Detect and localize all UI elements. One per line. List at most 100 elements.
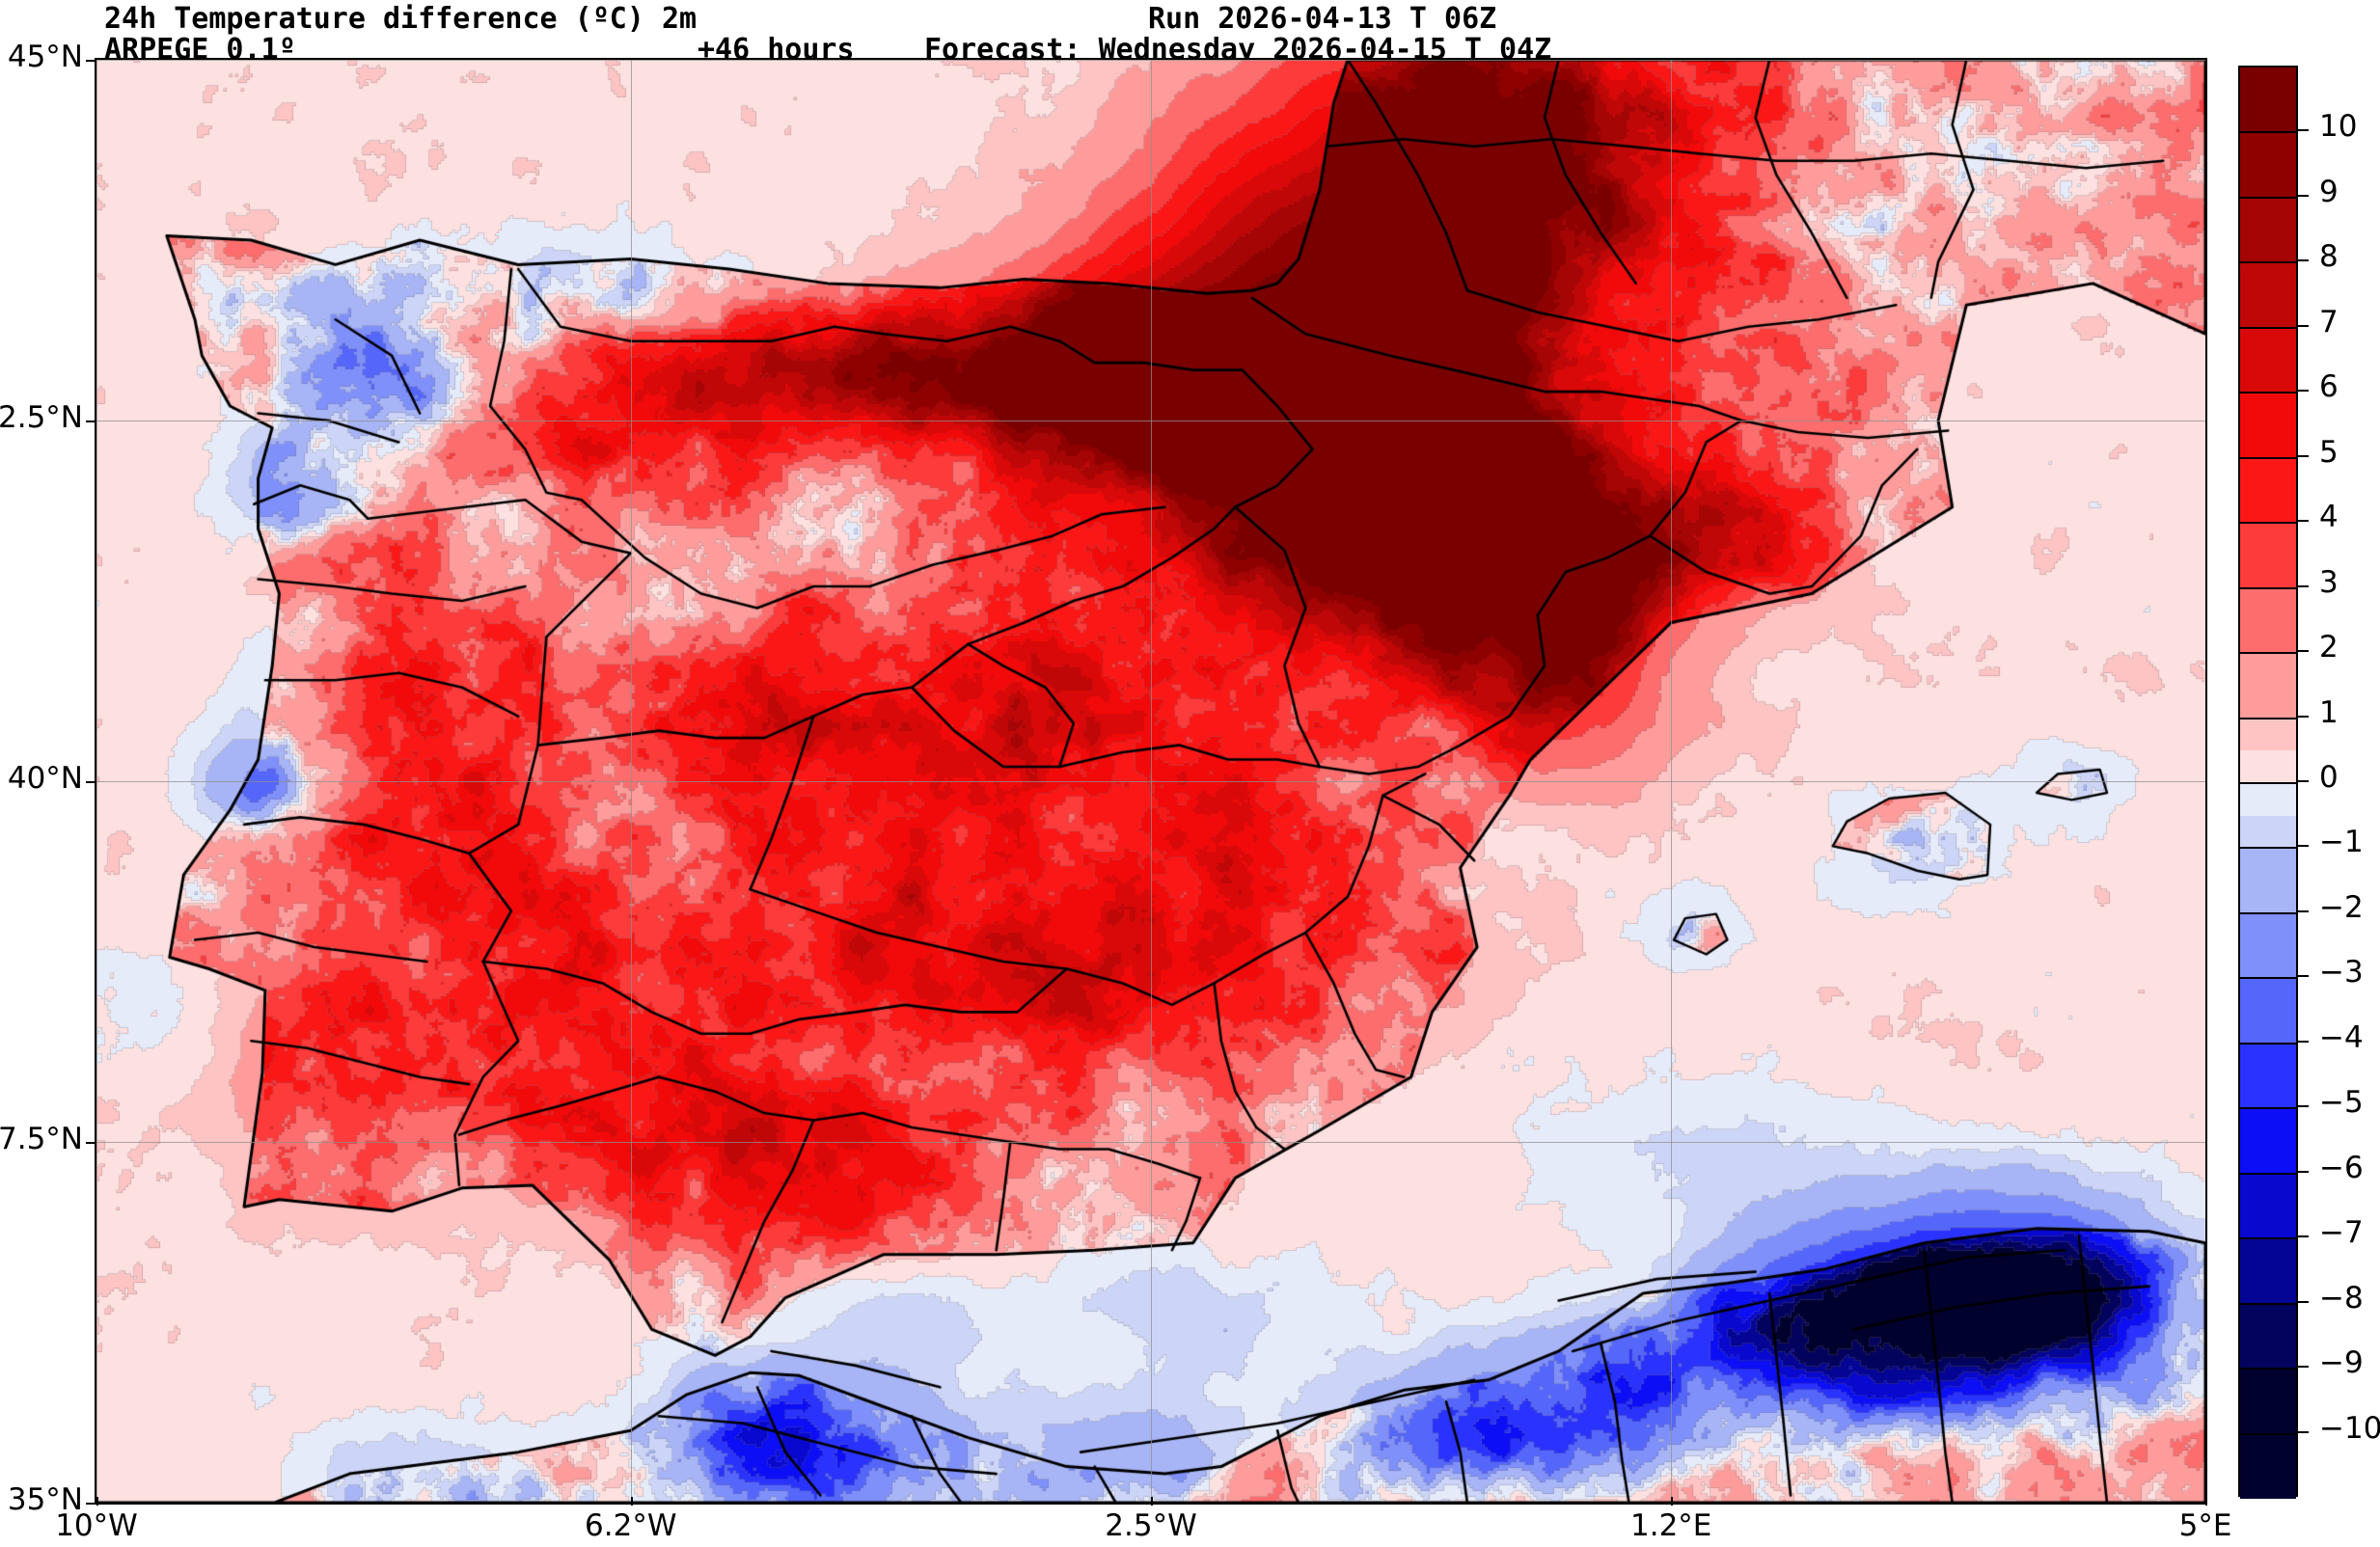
colorbar-tick-label-7: 3 xyxy=(2319,564,2339,600)
colorbar-separator-11 xyxy=(2240,847,2296,850)
colorbar-tick-3 xyxy=(2298,324,2309,327)
colorbar-band-11 xyxy=(2240,750,2296,783)
colorbar-separator-4 xyxy=(2240,392,2296,394)
colorbar-tick-15 xyxy=(2298,1105,2309,1108)
colorbar-separator-16 xyxy=(2240,1172,2296,1175)
colorbar-separator-17 xyxy=(2240,1237,2296,1240)
colorbar-tick-label-13: −3 xyxy=(2319,955,2364,991)
map-plot-area xyxy=(95,58,2207,1505)
colorbar-band-4 xyxy=(2240,327,2296,394)
colorbar-tick-9 xyxy=(2298,715,2309,718)
longitude-tick-label-3: 1.2°E xyxy=(1630,1508,1712,1543)
longitude-tick-label-0: 10°W xyxy=(55,1508,138,1543)
colorbar-tick-16 xyxy=(2298,1170,2309,1173)
longitude-tick-label-2: 2.5°W xyxy=(1105,1508,1197,1543)
colorbar: 10 9 8 7 6 5 4 3 2 1 0 −1 −2 −3 −4 −5 −6 −7 −8 −9 −10 xyxy=(2238,66,2380,1499)
colorbar-band-0 xyxy=(2240,68,2296,133)
colorbar-band-19 xyxy=(2240,1108,2296,1174)
longitude-tick-2 xyxy=(1151,1497,1153,1506)
temperature-difference-heatmap xyxy=(96,60,2205,1503)
colorbar-tick-7 xyxy=(2298,584,2309,587)
colorbar-tick-label-14: −4 xyxy=(2319,1019,2364,1055)
page-title: 24h Temperature difference (ºC) 2m xyxy=(104,2,698,36)
colorbar-tick-label-0: 10 xyxy=(2319,109,2358,145)
colorbar-separator-13 xyxy=(2240,977,2296,980)
colorbar-tick-label-12: −2 xyxy=(2319,889,2364,925)
colorbar-band-22 xyxy=(2240,1303,2296,1370)
colorbar-band-18 xyxy=(2240,1043,2296,1109)
colorbar-tick-label-4: 6 xyxy=(2319,369,2339,405)
colorbar-tick-17 xyxy=(2298,1235,2309,1238)
colorbar-tick-label-5: 5 xyxy=(2319,434,2339,470)
colorbar-tick-label-16: −6 xyxy=(2319,1150,2364,1185)
colorbar-tick-12 xyxy=(2298,909,2309,912)
colorbar-tick-label-19: −9 xyxy=(2319,1345,2364,1381)
colorbar-tick-2 xyxy=(2298,259,2309,262)
latitude-tick-label-3: 42.5°N xyxy=(0,400,83,435)
colorbar-band-13 xyxy=(2240,783,2296,816)
colorbar-separator-8 xyxy=(2240,652,2296,655)
colorbar-separator-1 xyxy=(2240,196,2296,199)
colorbar-tick-label-6: 4 xyxy=(2319,500,2339,535)
longitude-tick-4 xyxy=(2205,1497,2207,1506)
colorbar-band-9 xyxy=(2240,653,2296,719)
run-timestamp-label: Run 2026-04-13 T 06Z xyxy=(1148,2,1497,36)
colorbar-tick-label-8: 2 xyxy=(2319,630,2339,665)
colorbar-separator-15 xyxy=(2240,1107,2296,1110)
colorbar-separator-20 xyxy=(2240,1432,2296,1435)
latitude-tick-0 xyxy=(86,1503,95,1505)
colorbar-separator-0 xyxy=(2240,131,2296,134)
colorbar-tick-14 xyxy=(2298,1040,2309,1043)
latitude-tick-2 xyxy=(86,781,95,783)
colorbar-separator-5 xyxy=(2240,456,2296,459)
colorbar-band-7 xyxy=(2240,523,2296,588)
colorbar-tick-label-2: 8 xyxy=(2319,239,2339,275)
colorbar-tick-0 xyxy=(2298,129,2309,132)
latitude-tick-label-4: 45°N xyxy=(7,40,83,74)
colorbar-tick-label-3: 7 xyxy=(2319,304,2339,339)
colorbar-band-10 xyxy=(2240,718,2296,751)
latitude-tick-label-1: 37.5°N xyxy=(0,1122,83,1156)
gridline-longitude-4 xyxy=(2205,60,2206,1503)
latitude-tick-1 xyxy=(86,1142,95,1144)
colorbar-separator-18 xyxy=(2240,1302,2296,1305)
longitude-tick-label-1: 6.2°W xyxy=(585,1508,677,1543)
colorbar-band-14 xyxy=(2240,815,2296,849)
colorbar-tick-label-1: 9 xyxy=(2319,174,2339,209)
colorbar-band-1 xyxy=(2240,132,2296,198)
colorbar-gradient xyxy=(2238,66,2298,1499)
colorbar-separator-19 xyxy=(2240,1368,2296,1371)
colorbar-tick-13 xyxy=(2298,975,2309,978)
colorbar-tick-20 xyxy=(2298,1430,2309,1433)
colorbar-separator-9 xyxy=(2240,717,2296,719)
colorbar-separator-12 xyxy=(2240,911,2296,914)
colorbar-tick-label-11: −1 xyxy=(2319,825,2364,860)
colorbar-tick-19 xyxy=(2298,1366,2309,1369)
latitude-tick-label-2: 40°N xyxy=(7,761,83,796)
colorbar-tick-8 xyxy=(2298,650,2309,653)
latitude-tick-4 xyxy=(86,60,95,62)
colorbar-band-15 xyxy=(2240,848,2296,913)
colorbar-separator-7 xyxy=(2240,586,2296,589)
colorbar-band-5 xyxy=(2240,393,2296,458)
colorbar-tick-label-17: −7 xyxy=(2319,1215,2364,1251)
colorbar-tick-11 xyxy=(2298,845,2309,848)
colorbar-tick-label-9: 1 xyxy=(2319,694,2339,730)
longitude-tick-label-4: 5°E xyxy=(2178,1508,2232,1543)
colorbar-tick-10 xyxy=(2298,780,2309,782)
colorbar-band-16 xyxy=(2240,912,2296,979)
colorbar-tick-label-10: 0 xyxy=(2319,760,2339,795)
colorbar-band-2 xyxy=(2240,197,2296,263)
colorbar-band-17 xyxy=(2240,978,2296,1044)
colorbar-tick-4 xyxy=(2298,390,2309,393)
longitude-tick-1 xyxy=(630,1497,633,1506)
colorbar-separator-6 xyxy=(2240,522,2296,525)
colorbar-tick-5 xyxy=(2298,454,2309,457)
colorbar-separator-10 xyxy=(2240,782,2296,784)
colorbar-tick-1 xyxy=(2298,194,2309,197)
colorbar-separator-2 xyxy=(2240,261,2296,264)
longitude-tick-3 xyxy=(1671,1497,1674,1506)
colorbar-tick-18 xyxy=(2298,1300,2309,1303)
latitude-tick-3 xyxy=(86,421,95,422)
latitude-tick-label-0: 35°N xyxy=(7,1482,83,1517)
